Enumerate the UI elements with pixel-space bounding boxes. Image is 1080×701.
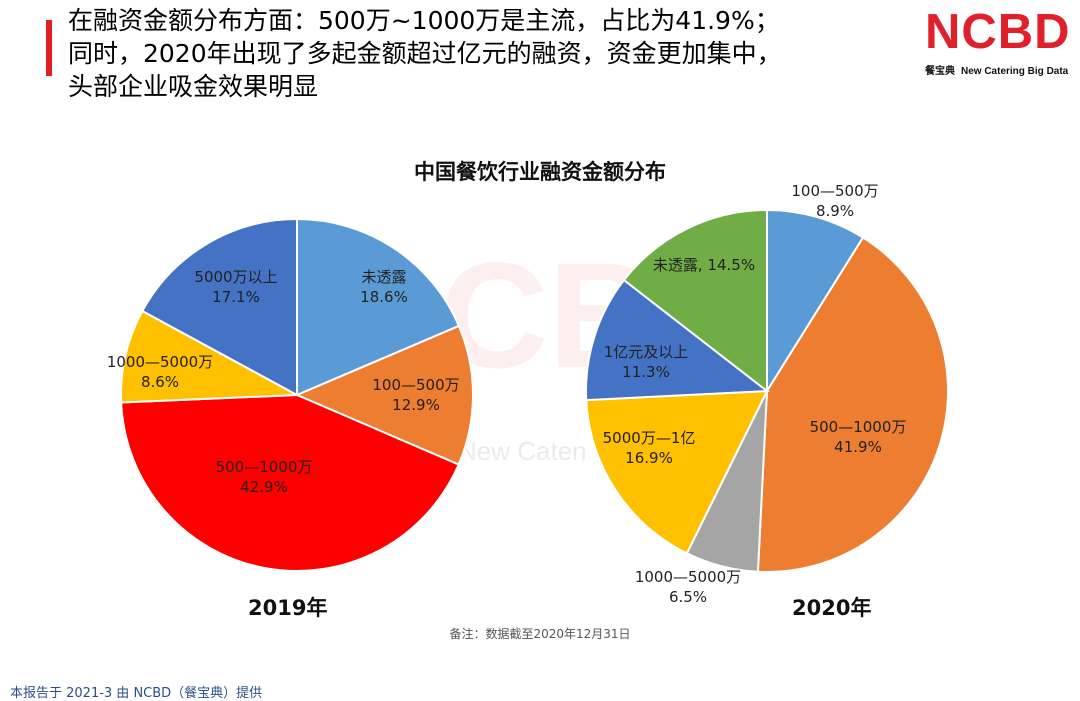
headline-line-2: 同时，2020年出现了多起金额超过亿元的融资，资金更加集中， bbox=[68, 39, 782, 68]
pie-2019-label-4: 5000万以上 17.1% bbox=[194, 268, 277, 306]
year-label-2020: 2020年 bbox=[792, 596, 872, 620]
chart-title: 中国餐饮行业融资金额分布 bbox=[414, 160, 666, 184]
pie-2020-label-2: 1000—5000万 6.5% bbox=[635, 568, 741, 606]
pie-2020-label-1: 500—1000万 41.9% bbox=[810, 418, 907, 456]
pie-2019-label-1: 100—500万 12.9% bbox=[372, 376, 459, 414]
pie-2019-slice-2 bbox=[120, 393, 460, 572]
pie-2020-slice-3 bbox=[585, 389, 769, 555]
pie-2020-slice-4 bbox=[585, 278, 770, 402]
headline: 在融资金额分布方面：500万~1000万是主流，占比为41.9%； 同时，202… bbox=[68, 4, 908, 103]
pie-2019-slice-1 bbox=[294, 324, 474, 466]
year-label-2019: 2019年 bbox=[248, 596, 328, 620]
headline-line-3: 头部企业吸金效果明显 bbox=[68, 72, 319, 101]
data-note: 备注：数据截至2020年12月31日 bbox=[449, 627, 631, 641]
pie-2019-label-0: 未透露 18.6% bbox=[360, 268, 408, 306]
pie-2020: 100—500万 8.9% 500—1000万 41.9% 1000—5000万 6.5%… bbox=[585, 182, 949, 606]
ncbd-logo: NCBD 餐宝典 New Catering Big Data bbox=[925, 4, 1075, 84]
pie-2020-label-4: 1亿元及以上 11.3% bbox=[604, 343, 689, 381]
pie-2020-label-5: 未透露, 14.5% bbox=[653, 256, 755, 274]
logo-tagline-en: New Catering Big Data bbox=[961, 66, 1069, 77]
pie-2020-slice-1 bbox=[756, 236, 949, 573]
pie-2020-label-3: 5000万—1亿 16.9% bbox=[603, 429, 696, 467]
accent-bar bbox=[46, 20, 52, 76]
logo-wordmark: NCBD bbox=[925, 5, 1071, 59]
pie-2019: 未透露 18.6% 100—500万 12.9% 500—1000万 42.9% 1000—… bbox=[107, 217, 474, 572]
pie-2019-label-2: 500—1000万 42.9% bbox=[216, 458, 313, 496]
logo-tagline: 餐宝典 New Catering Big Data bbox=[925, 62, 1075, 77]
pie-2019-slice-4 bbox=[140, 217, 298, 397]
pie-2020-slice-0 bbox=[766, 208, 865, 395]
pie-2019-label-3: 1000—5000万 8.6% bbox=[107, 353, 213, 391]
pie-2019-slice-0 bbox=[296, 217, 461, 397]
footer-credit: 本报告于 2021-3 由 NCBD（餐宝典）提供 bbox=[10, 686, 263, 701]
pie-2020-label-0: 100—500万 8.9% bbox=[791, 182, 878, 220]
logo-tagline-cn: 餐宝典 bbox=[925, 66, 955, 77]
pie-2019-slice-3 bbox=[120, 309, 301, 404]
pie-2020-slice-5 bbox=[622, 208, 768, 394]
headline-line-1: 在融资金额分布方面：500万~1000万是主流，占比为41.9%； bbox=[68, 6, 780, 35]
